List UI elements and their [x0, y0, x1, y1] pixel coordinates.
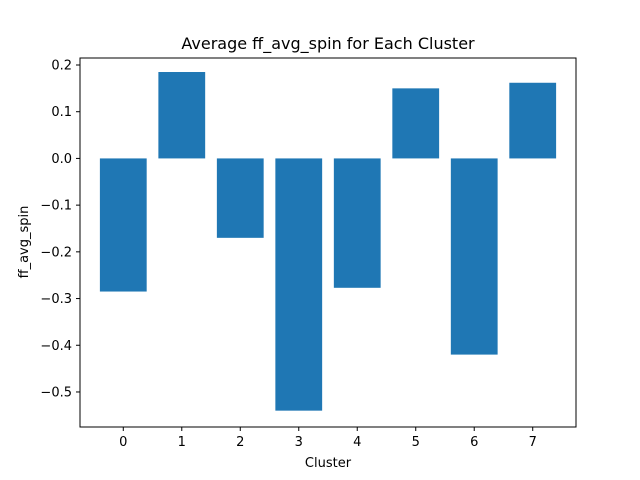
y-tick-label: −0.2	[40, 245, 72, 260]
bar-cluster-6	[450, 158, 498, 355]
y-axis: 0.2 0.1 0.0 −0.1 −0.2 −0.3 −0.4 −0.5	[40, 59, 80, 400]
bar-cluster-3	[275, 158, 323, 411]
x-tick-label: 3	[295, 435, 303, 450]
chart-title: Average ff_avg_spin for Each Cluster	[181, 34, 475, 54]
y-tick-label: −0.1	[40, 199, 72, 214]
y-tick-label: 0.0	[51, 152, 72, 167]
x-tick-label: 4	[353, 435, 361, 450]
bar-cluster-0	[99, 158, 147, 292]
bars-group	[99, 72, 557, 411]
bar-cluster-5	[392, 88, 440, 159]
x-tick-label: 1	[178, 435, 186, 450]
x-tick-label: 2	[236, 435, 244, 450]
y-tick-label: −0.5	[40, 385, 72, 400]
x-tick-label: 7	[529, 435, 537, 450]
x-tick-label: 0	[119, 435, 127, 450]
y-tick-label: 0.2	[51, 59, 72, 74]
x-tick-label: 5	[412, 435, 420, 450]
y-tick-label: −0.3	[40, 292, 72, 307]
bar-cluster-2	[216, 158, 264, 238]
plot-frame	[79, 57, 577, 428]
bar-cluster-1	[158, 72, 206, 159]
x-axis: 0 1 2 3 4 5 6 7	[119, 427, 537, 450]
y-axis-label: ff_avg_spin	[17, 206, 32, 279]
x-tick-label: 6	[470, 435, 478, 450]
y-tick-label: −0.4	[40, 339, 72, 354]
y-tick-label: 0.1	[51, 105, 72, 120]
x-axis-label: Cluster	[305, 456, 352, 471]
bar-cluster-7	[509, 82, 557, 159]
bar-cluster-4	[333, 158, 381, 288]
